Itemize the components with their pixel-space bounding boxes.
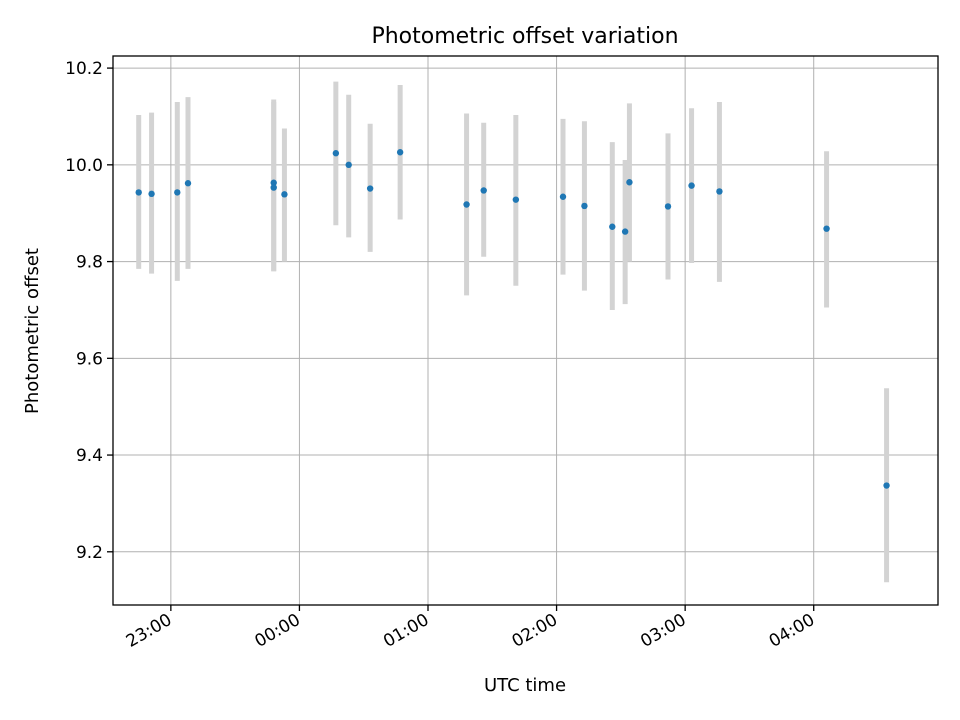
data-point: [716, 188, 723, 195]
data-point: [135, 189, 142, 196]
data-point: [480, 187, 487, 194]
data-points: [135, 149, 890, 489]
y-tick-label: 9.8: [76, 253, 103, 273]
data-point: [609, 223, 616, 230]
data-point: [184, 180, 192, 187]
data-point: [345, 161, 352, 169]
data-point: [626, 179, 633, 186]
data-point: [174, 189, 181, 196]
data-point: [366, 185, 374, 192]
y-axis-label: Photometric offset: [22, 248, 43, 414]
data-point: [281, 191, 288, 198]
data-point: [581, 202, 588, 210]
y-tick-label: 9.6: [76, 349, 103, 369]
data-point: [883, 482, 890, 489]
data-point: [463, 201, 470, 208]
data-point: [270, 179, 277, 186]
data-point: [664, 203, 672, 210]
data-point: [332, 150, 340, 157]
data-point: [512, 196, 520, 203]
data-point: [621, 228, 629, 235]
data-point: [559, 193, 567, 200]
data-point: [396, 149, 404, 156]
y-tick-label: 9.4: [76, 446, 103, 466]
y-tick-label: 10.2: [65, 59, 103, 79]
y-axis-ticks: 9.2 9.4 9.6 9.8 10.0 10.2: [65, 59, 113, 563]
x-axis-label: UTC time: [484, 675, 566, 696]
y-tick-label: 10.0: [65, 156, 103, 176]
data-point: [148, 190, 155, 198]
chart-title: Photometric offset variation: [371, 24, 678, 49]
data-point: [270, 184, 277, 191]
data-point: [823, 225, 830, 232]
plot-frame: [112, 55, 939, 606]
data-point: [688, 182, 695, 189]
grid: [113, 56, 938, 605]
y-tick-label: 9.2: [76, 543, 103, 563]
